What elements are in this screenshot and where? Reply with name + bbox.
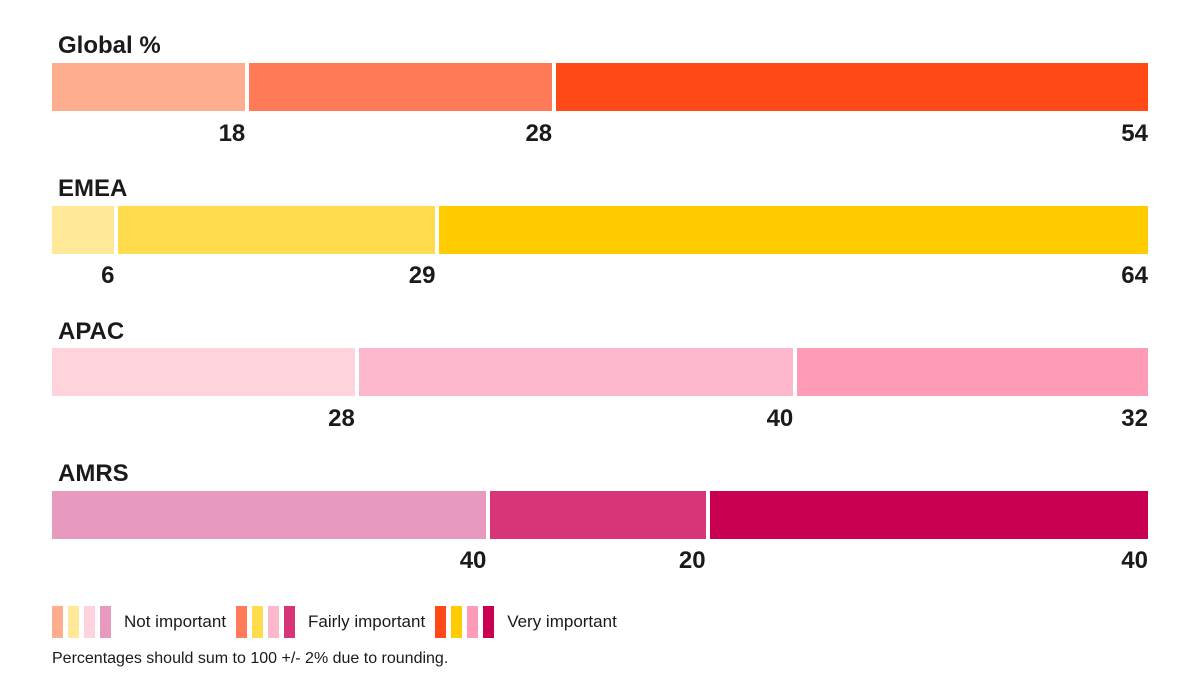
legend-swatch bbox=[236, 606, 248, 638]
legend-swatch bbox=[284, 606, 296, 638]
bar-segment-amrs-1 bbox=[490, 491, 706, 539]
legend-label: Very important bbox=[507, 612, 617, 631]
bar-segment-emea-0 bbox=[52, 206, 115, 254]
legend-swatch bbox=[100, 606, 111, 638]
group-title-apac: APAC bbox=[58, 318, 125, 345]
bar-segment-global-2 bbox=[556, 63, 1148, 111]
bar-segment-global-1 bbox=[249, 63, 553, 111]
bar-segment-emea-2 bbox=[439, 206, 1148, 254]
data-label-amrs-0: 40 bbox=[459, 547, 487, 574]
group-title-amrs: AMRS bbox=[58, 460, 129, 487]
group-title-emea: EMEA bbox=[58, 175, 128, 202]
bar-amrs bbox=[52, 491, 1148, 539]
data-label-apac-2: 32 bbox=[1121, 405, 1148, 432]
legend-item-0: Not important bbox=[52, 606, 226, 638]
legend-swatch bbox=[252, 606, 264, 638]
footnote: Percentages should sum to 100 +/- 2% due… bbox=[52, 650, 449, 667]
legend-swatch bbox=[268, 606, 280, 638]
bar-global bbox=[52, 63, 1148, 111]
legend-label: Not important bbox=[124, 612, 227, 631]
bar-emea bbox=[52, 206, 1148, 254]
legend-swatch bbox=[451, 606, 463, 638]
bar-apac bbox=[52, 348, 1148, 396]
data-label-global-2: 54 bbox=[1121, 120, 1148, 147]
data-label-apac-0: 28 bbox=[328, 405, 355, 432]
legend: Not important Fairly important Very import… bbox=[52, 606, 627, 638]
bar-segment-global-0 bbox=[52, 63, 246, 111]
legend-item-1: Fairly important bbox=[236, 606, 425, 638]
bar-segment-apac-1 bbox=[358, 348, 794, 396]
legend-label: Fairly important bbox=[308, 612, 426, 631]
legend-swatch bbox=[483, 606, 495, 638]
data-label-global-0: 18 bbox=[218, 120, 246, 147]
data-label-amrs-2: 40 bbox=[1121, 547, 1148, 574]
bar-segment-amrs-2 bbox=[709, 491, 1148, 539]
bar-segment-apac-2 bbox=[797, 348, 1148, 396]
legend-swatch bbox=[52, 606, 63, 638]
data-label-apac-1: 40 bbox=[766, 405, 794, 432]
bar-segment-amrs-0 bbox=[52, 491, 487, 539]
legend-swatch bbox=[84, 606, 95, 638]
legend-swatch bbox=[467, 606, 479, 638]
data-label-amrs-1: 20 bbox=[678, 547, 706, 574]
legend-swatch bbox=[68, 606, 79, 638]
data-label-emea-1: 29 bbox=[408, 262, 436, 289]
legend-item-2: Very important bbox=[435, 606, 617, 638]
legend-swatch bbox=[435, 606, 447, 638]
data-label-emea-2: 64 bbox=[1121, 262, 1148, 289]
data-label-global-1: 28 bbox=[525, 120, 553, 147]
bar-segment-apac-0 bbox=[52, 348, 355, 396]
group-title-global: Global % bbox=[58, 32, 161, 59]
bar-segment-emea-1 bbox=[118, 206, 436, 254]
data-label-emea-0: 6 bbox=[101, 262, 115, 289]
